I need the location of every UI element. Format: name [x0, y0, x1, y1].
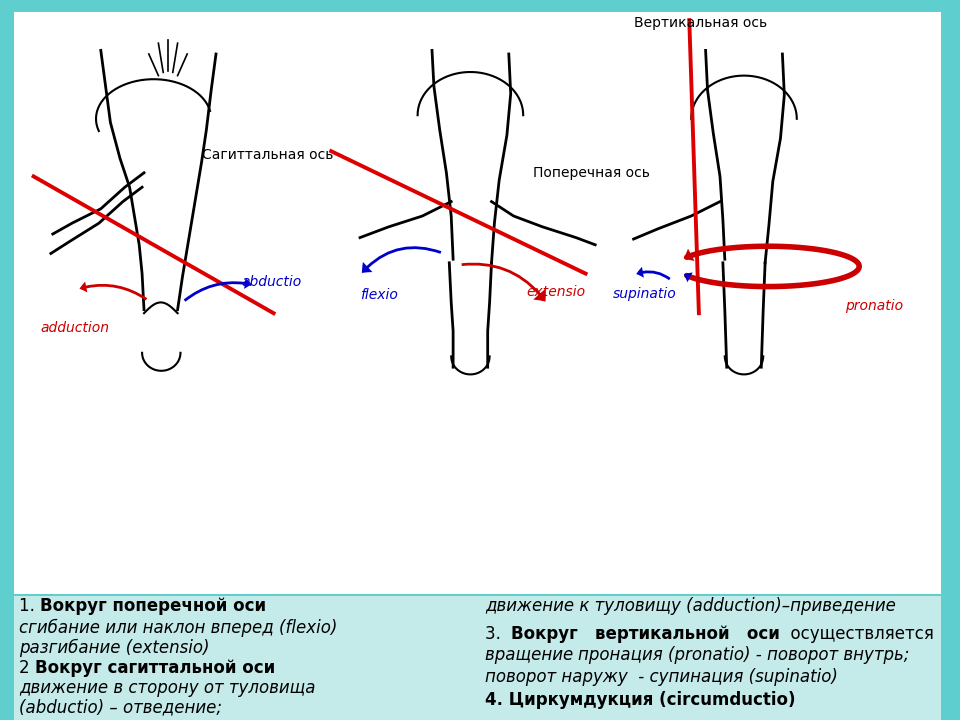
Text: Вокруг поперечной оси: Вокруг поперечной оси	[40, 598, 267, 615]
FancyBboxPatch shape	[322, 22, 619, 590]
FancyBboxPatch shape	[14, 12, 941, 594]
Text: движение к туловищу (adduction)–приведение: движение к туловищу (adduction)–приведен…	[485, 598, 896, 615]
FancyBboxPatch shape	[19, 22, 317, 590]
FancyBboxPatch shape	[595, 22, 917, 590]
Polygon shape	[142, 353, 180, 371]
Text: 4. Циркумдукция (circumductio): 4. Циркумдукция (circumductio)	[485, 691, 795, 708]
Text: adduction: adduction	[40, 320, 109, 335]
Text: abductio: abductio	[242, 275, 302, 289]
Text: поворот наружу  - супинация (supinatio): поворот наружу - супинация (supinatio)	[485, 668, 838, 685]
Text: Вертикальная ось: Вертикальная ось	[634, 17, 767, 30]
Text: 1.: 1.	[19, 598, 40, 615]
Text: (abductio) – отведение;: (abductio) – отведение;	[19, 698, 222, 716]
FancyBboxPatch shape	[14, 596, 941, 720]
Polygon shape	[451, 356, 490, 374]
Text: 3.: 3.	[485, 624, 511, 642]
Text: Поперечная ось: Поперечная ось	[533, 166, 650, 180]
Text: сгибание или наклон вперед (flexio): сгибание или наклон вперед (flexio)	[19, 618, 338, 637]
Text: разгибание (extensio): разгибание (extensio)	[19, 639, 209, 657]
Text: Вокруг сагиттальной оси: Вокруг сагиттальной оси	[36, 660, 276, 677]
Text: 2: 2	[19, 660, 36, 677]
Text: supinatio: supinatio	[612, 287, 676, 301]
Text: осуществляется: осуществляется	[780, 624, 934, 642]
Text: вращение: вращение	[485, 647, 578, 664]
Text: Сагиттальная ось: Сагиттальная ось	[202, 148, 333, 162]
Text: движение в сторону от туловища: движение в сторону от туловища	[19, 680, 316, 697]
Text: extensio: extensio	[526, 284, 586, 299]
Text: flexio: flexio	[360, 288, 397, 302]
Text: пронация (pronatio) - поворот внутрь;: пронация (pronatio) - поворот внутрь;	[578, 647, 910, 664]
Text: Вокруг   вертикальной   оси: Вокруг вертикальной оси	[511, 624, 780, 642]
Polygon shape	[725, 356, 763, 374]
Text: pronatio: pronatio	[845, 299, 903, 313]
